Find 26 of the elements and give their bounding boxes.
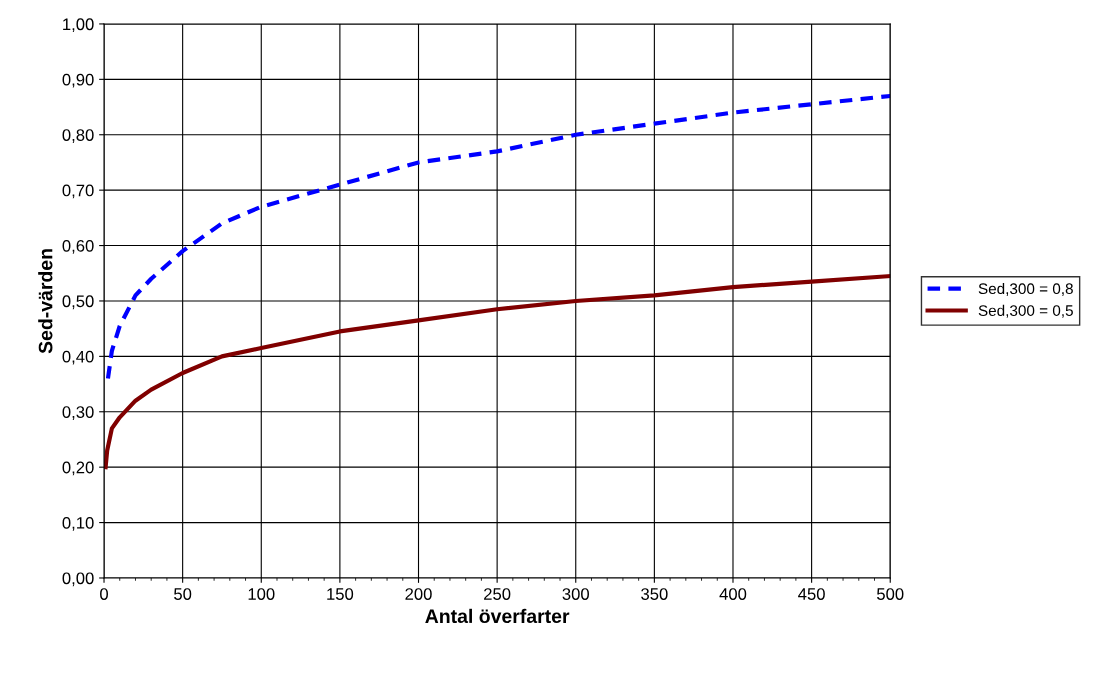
x-tick-label: 400 [719,588,747,600]
y-tick-label: 0,40 [62,350,94,365]
y-tick-label: 0,70 [62,184,94,199]
x-tick-label: 450 [798,588,825,600]
x-tick-label: 0 [100,588,109,600]
legend-label: Sed,300 = 0,5 [978,304,1073,318]
x-tick-label: 300 [562,588,589,600]
y-tick-label: 0,60 [62,239,94,254]
x-tick-label: 50 [174,588,192,600]
legend-label: Sed,300 = 0,8 [978,282,1073,296]
y-tick-label: 0,80 [62,129,94,143]
x-axis-title: Antal överfarter [425,608,570,624]
x-tick-label: 150 [327,588,354,600]
x-tick-label: 200 [405,588,432,600]
y-axis-title: Sed-värden [38,249,53,354]
y-tick-label: 0,90 [62,73,94,88]
x-tick-label: 250 [484,588,511,600]
y-tick-label: 1,00 [63,18,94,33]
y-tick-label: 0,50 [62,295,94,310]
y-tick-label: 0,00 [62,572,94,587]
y-tick-label: 0,30 [62,406,94,420]
x-tick-label: 500 [877,588,904,600]
x-tick-label: 100 [248,588,275,600]
y-tick-label: 0,20 [62,461,94,476]
y-tick-label: 0,10 [62,516,94,531]
x-tick-label: 350 [641,588,668,600]
